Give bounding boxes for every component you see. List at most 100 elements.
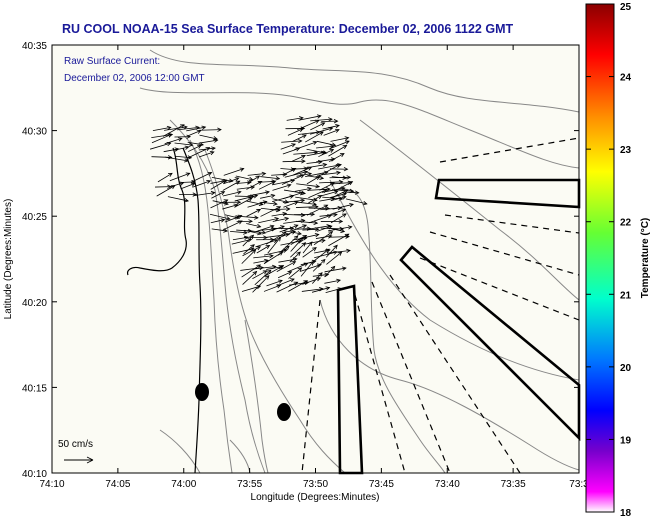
x-tick-label: 73:40 — [435, 479, 460, 490]
current-vector — [281, 174, 305, 185]
current-vector — [322, 125, 340, 130]
current-vector — [210, 180, 226, 190]
current-vector-head — [286, 183, 292, 188]
current-vector-head — [177, 137, 183, 142]
current-vector-head — [290, 178, 296, 184]
current-vector-head — [284, 216, 290, 222]
current-vector-head — [318, 272, 323, 277]
current-vector — [267, 237, 281, 254]
current-vector — [243, 244, 255, 255]
current-vector-head — [348, 181, 354, 186]
current-vector-head — [362, 201, 368, 206]
current-vector-head — [291, 261, 297, 266]
current-vector-head — [300, 212, 306, 218]
current-vector — [318, 164, 342, 170]
current-vector-head — [262, 270, 268, 275]
current-vector — [240, 267, 264, 271]
bathymetry-contours — [139, 49, 580, 474]
current-vector-head — [285, 206, 291, 212]
current-vector-head — [223, 199, 229, 204]
current-vector-head — [313, 197, 318, 202]
current-vector-head — [250, 244, 255, 249]
y-tick-label: 40:25 — [22, 212, 47, 223]
current-vector-head — [184, 198, 189, 203]
current-vector — [287, 128, 304, 136]
current-vector-head — [264, 258, 269, 264]
current-vector-head — [279, 265, 285, 270]
current-vector-head — [307, 166, 313, 171]
y-tick-label: 40:35 — [22, 41, 47, 52]
current-vector — [303, 234, 319, 239]
current-vector-head — [190, 182, 196, 187]
current-vector-head — [298, 116, 304, 121]
current-vector-head — [275, 176, 281, 181]
current-vector-head — [303, 280, 309, 285]
current-vector — [289, 251, 301, 263]
current-vector-head — [347, 225, 353, 230]
current-vector-head — [343, 189, 349, 194]
current-vector-head — [327, 225, 333, 230]
current-vector-head — [321, 150, 326, 156]
y-tick-label: 40:10 — [22, 469, 47, 480]
current-vector — [272, 217, 289, 222]
current-vector — [300, 264, 322, 272]
current-vector-head — [276, 236, 281, 242]
current-vector — [162, 124, 185, 137]
current-vector-head — [339, 153, 345, 158]
current-vector — [306, 176, 320, 185]
current-vector — [234, 195, 258, 202]
current-vector — [199, 134, 218, 140]
current-vector-head — [220, 191, 226, 196]
current-vector — [232, 248, 254, 254]
current-vector — [260, 207, 280, 211]
current-vector-head — [248, 219, 253, 224]
current-vector — [164, 156, 189, 162]
current-vector — [319, 190, 338, 197]
current-vector — [188, 145, 202, 152]
current-vector-head — [201, 125, 207, 130]
current-vector — [157, 172, 173, 183]
current-vector-head — [325, 286, 331, 291]
current-vector — [278, 230, 296, 238]
current-vector — [302, 241, 313, 254]
current-vector — [306, 151, 326, 157]
current-vector-head — [185, 172, 191, 177]
x-tick-label: 73:50 — [303, 479, 328, 490]
current-vector-head — [273, 201, 278, 206]
current-vector-head — [220, 218, 226, 223]
current-vector — [211, 228, 228, 232]
current-vector — [280, 143, 296, 150]
current-vector-head — [265, 245, 271, 250]
current-vector — [278, 258, 297, 263]
current-vector-head — [324, 248, 330, 254]
x-tick-label: 74:00 — [171, 479, 196, 490]
current-vector — [328, 145, 347, 157]
current-vector-head — [217, 127, 222, 132]
current-vector — [310, 118, 333, 122]
current-vector — [306, 175, 324, 179]
current-vector — [288, 280, 308, 292]
current-vector-head — [223, 228, 228, 233]
current-vector — [322, 196, 343, 200]
current-vector — [310, 122, 325, 131]
current-vector-head — [179, 124, 185, 129]
current-vector-head — [264, 275, 270, 280]
current-vector-head — [335, 124, 340, 129]
current-vector — [332, 189, 348, 198]
current-vector-head — [278, 279, 283, 284]
current-vector — [312, 274, 329, 277]
colorbar-tick-label: 23 — [620, 145, 632, 156]
current-vector — [241, 249, 256, 264]
current-vector-head — [354, 190, 360, 195]
x-tick-label: 74:10 — [39, 479, 64, 490]
current-vector-head — [330, 182, 335, 187]
current-vector-head — [313, 150, 319, 155]
current-vector-head — [314, 233, 320, 238]
current-vector — [180, 182, 196, 190]
current-vector-head — [187, 155, 193, 160]
subtitle-line-2: December 02, 2006 12:00 GMT — [64, 73, 205, 84]
current-vector — [309, 127, 333, 135]
current-vector — [345, 198, 367, 205]
current-vector-head — [338, 219, 344, 224]
colorbar-tick-label: 20 — [620, 363, 632, 374]
